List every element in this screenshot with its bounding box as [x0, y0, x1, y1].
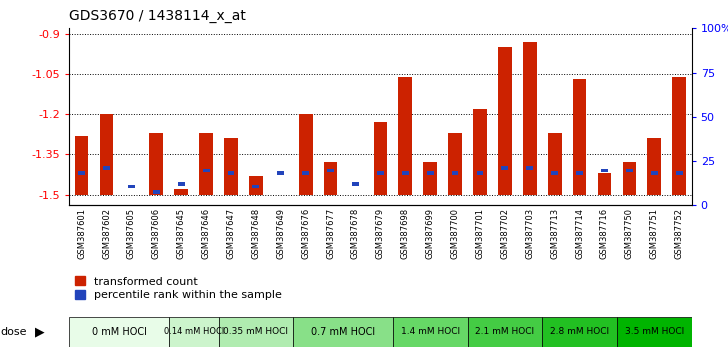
- Bar: [75, 136, 89, 195]
- Bar: [103, 166, 110, 170]
- Bar: [651, 171, 657, 175]
- Legend: transformed count, percentile rank within the sample: transformed count, percentile rank withi…: [75, 276, 282, 300]
- Text: GDS3670 / 1438114_x_at: GDS3670 / 1438114_x_at: [69, 9, 246, 23]
- Bar: [451, 171, 459, 175]
- Bar: [149, 133, 163, 195]
- Bar: [253, 185, 259, 188]
- Bar: [169, 317, 218, 347]
- Bar: [298, 114, 312, 195]
- Bar: [352, 182, 359, 185]
- Text: 0.14 mM HOCl: 0.14 mM HOCl: [164, 327, 223, 336]
- Bar: [423, 162, 437, 195]
- Bar: [174, 189, 188, 195]
- Bar: [576, 171, 583, 175]
- Bar: [293, 317, 393, 347]
- Bar: [78, 171, 85, 175]
- Text: 0.7 mM HOCl: 0.7 mM HOCl: [311, 327, 375, 337]
- Bar: [199, 133, 213, 195]
- Bar: [402, 171, 408, 175]
- Bar: [128, 185, 135, 188]
- Bar: [551, 171, 558, 175]
- Bar: [547, 133, 561, 195]
- Bar: [477, 171, 483, 175]
- Bar: [467, 317, 542, 347]
- Bar: [573, 79, 587, 195]
- Bar: [526, 166, 533, 170]
- Text: 1.4 mM HOCl: 1.4 mM HOCl: [400, 327, 460, 336]
- Bar: [626, 169, 633, 172]
- Bar: [393, 317, 467, 347]
- Bar: [277, 171, 284, 175]
- Bar: [473, 109, 487, 195]
- Bar: [100, 114, 114, 195]
- Bar: [672, 76, 686, 195]
- Text: 2.8 mM HOCl: 2.8 mM HOCl: [550, 327, 609, 336]
- Text: ▶: ▶: [35, 325, 44, 338]
- Bar: [178, 182, 185, 185]
- Bar: [228, 171, 234, 175]
- Bar: [448, 133, 462, 195]
- Bar: [202, 169, 210, 172]
- Bar: [224, 138, 238, 195]
- Bar: [249, 176, 263, 195]
- Bar: [427, 171, 434, 175]
- Bar: [598, 173, 612, 195]
- Bar: [324, 162, 338, 195]
- Bar: [69, 317, 169, 347]
- Bar: [601, 169, 608, 172]
- Text: 3.5 mM HOCl: 3.5 mM HOCl: [625, 327, 684, 336]
- Bar: [373, 122, 387, 195]
- Bar: [218, 317, 293, 347]
- Bar: [398, 76, 412, 195]
- Bar: [153, 190, 159, 194]
- Bar: [676, 171, 683, 175]
- Bar: [327, 169, 334, 172]
- Bar: [523, 42, 537, 195]
- Bar: [542, 317, 617, 347]
- Bar: [622, 162, 636, 195]
- Text: dose: dose: [1, 327, 27, 337]
- Bar: [647, 138, 661, 195]
- Text: 2.1 mM HOCl: 2.1 mM HOCl: [475, 327, 534, 336]
- Bar: [377, 171, 384, 175]
- Bar: [502, 166, 508, 170]
- Bar: [302, 171, 309, 175]
- Bar: [617, 317, 692, 347]
- Text: 0 mM HOCl: 0 mM HOCl: [92, 327, 146, 337]
- Bar: [498, 47, 512, 195]
- Text: 0.35 mM HOCl: 0.35 mM HOCl: [223, 327, 288, 336]
